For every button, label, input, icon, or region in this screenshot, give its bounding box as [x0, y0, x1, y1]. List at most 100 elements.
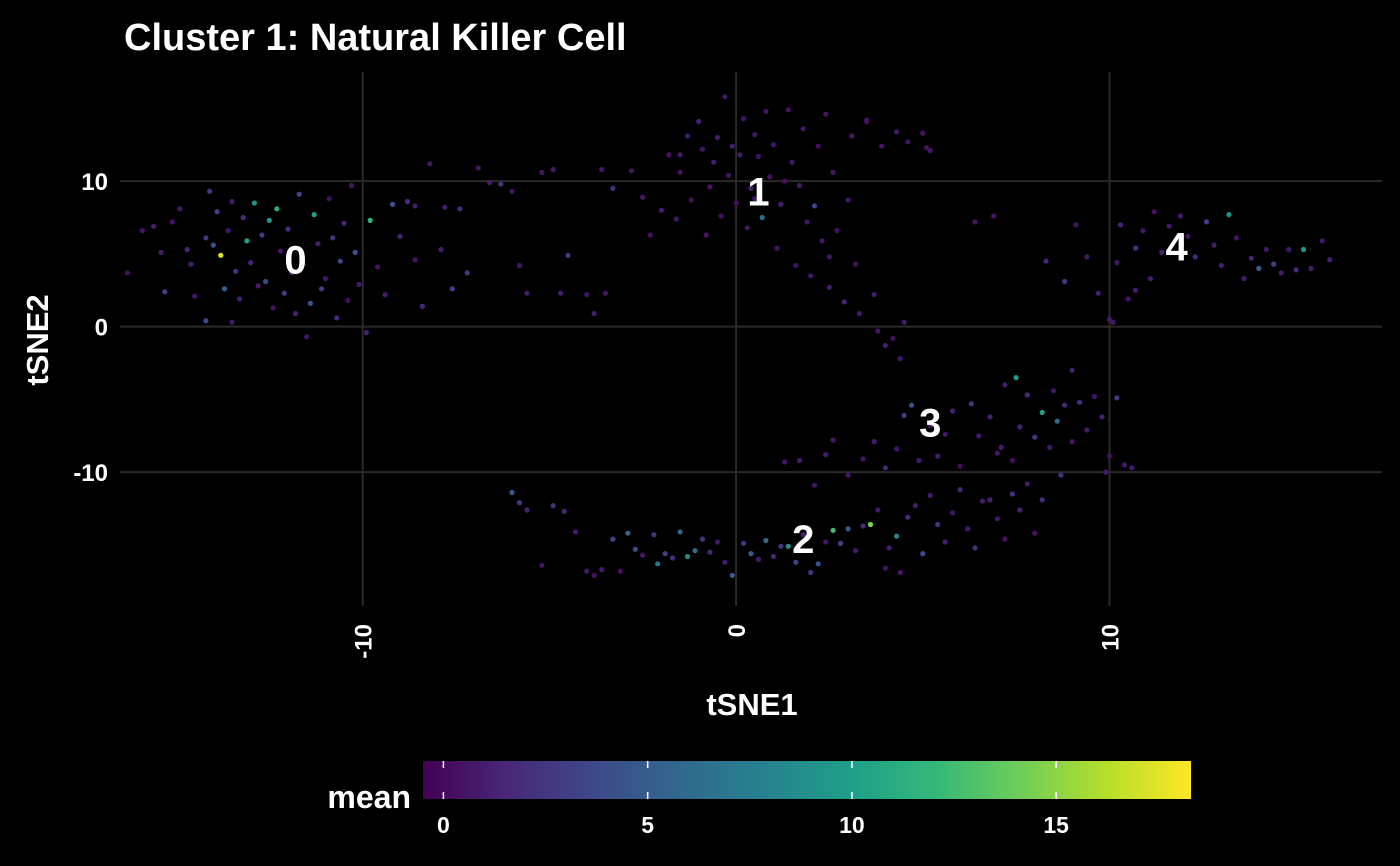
- data-point: [1185, 233, 1191, 239]
- data-point: [722, 94, 728, 100]
- data-point: [419, 303, 425, 309]
- data-point: [845, 197, 851, 203]
- data-point: [1073, 222, 1079, 228]
- data-point: [830, 437, 836, 443]
- data-point: [711, 159, 717, 165]
- data-point: [655, 561, 661, 567]
- data-point: [1226, 212, 1232, 218]
- data-point: [991, 213, 997, 219]
- data-point: [263, 278, 269, 285]
- data-point: [207, 188, 213, 194]
- data-point: [487, 180, 493, 186]
- data-point: [942, 539, 948, 545]
- data-point: [591, 572, 597, 579]
- data-point: [677, 529, 683, 535]
- data-point: [516, 262, 523, 269]
- data-point: [1069, 367, 1075, 373]
- data-point: [744, 225, 750, 231]
- data-point: [625, 530, 631, 536]
- y-axis-ticks: -10 0 10: [73, 169, 108, 487]
- data-point: [203, 235, 209, 241]
- data-point: [957, 487, 963, 493]
- data-point: [240, 214, 246, 221]
- data-point: [950, 408, 956, 414]
- data-point: [729, 143, 735, 149]
- legend-tick-label: 0: [437, 812, 450, 838]
- data-point: [233, 268, 239, 274]
- data-point: [1177, 213, 1183, 219]
- data-point: [823, 452, 829, 458]
- data-point: [879, 143, 885, 149]
- data-point: [550, 503, 556, 509]
- data-point: [677, 169, 683, 175]
- data-point: [916, 457, 922, 464]
- legend-title: mean: [327, 779, 411, 815]
- legend-tick-label: 15: [1043, 812, 1069, 838]
- data-point: [733, 200, 739, 206]
- data-point: [823, 111, 829, 117]
- data-point: [591, 310, 597, 317]
- data-point: [740, 540, 747, 547]
- data-point: [151, 223, 157, 229]
- data-point: [1017, 424, 1023, 430]
- data-point: [909, 402, 915, 408]
- data-point: [782, 459, 788, 465]
- data-point: [457, 206, 463, 212]
- data-point: [397, 233, 403, 239]
- x-tick-label: 10: [1097, 624, 1124, 651]
- data-point: [684, 133, 691, 139]
- data-point: [890, 335, 896, 341]
- data-point: [737, 152, 743, 158]
- data-point: [1050, 388, 1056, 394]
- data-point: [942, 431, 948, 437]
- data-point: [363, 329, 369, 336]
- data-point: [871, 292, 877, 298]
- data-point: [692, 548, 698, 554]
- data-points: [124, 94, 1333, 579]
- data-point: [752, 132, 758, 138]
- data-point: [994, 450, 1001, 456]
- data-point: [920, 551, 926, 557]
- data-point: [785, 107, 791, 113]
- data-point: [770, 553, 777, 560]
- data-point: [808, 273, 814, 279]
- data-point: [628, 168, 635, 174]
- data-point: [815, 561, 821, 567]
- data-point: [752, 196, 758, 202]
- data-point: [1069, 439, 1075, 445]
- data-point: [912, 503, 918, 509]
- data-point: [1110, 319, 1116, 325]
- data-point: [834, 228, 840, 234]
- data-point: [778, 543, 784, 549]
- data-point: [255, 283, 261, 289]
- data-point: [894, 129, 900, 135]
- data-point: [352, 249, 358, 255]
- data-point: [498, 181, 504, 187]
- data-point: [1166, 223, 1172, 229]
- data-point: [203, 318, 209, 324]
- data-point: [610, 536, 616, 542]
- data-point: [793, 559, 799, 565]
- data-point: [602, 290, 609, 296]
- data-point: [509, 188, 515, 194]
- data-point: [673, 216, 679, 222]
- data-point: [1118, 222, 1124, 228]
- cluster-label-0: 0: [284, 239, 306, 283]
- data-point: [304, 334, 310, 340]
- data-point: [1062, 402, 1068, 408]
- data-point: [823, 539, 829, 545]
- data-point: [1293, 267, 1299, 273]
- data-point: [759, 214, 765, 221]
- data-point: [688, 197, 694, 203]
- data-point: [584, 568, 590, 574]
- data-point: [1009, 491, 1016, 497]
- data-point: [927, 423, 933, 429]
- data-point: [935, 453, 941, 459]
- data-point: [894, 446, 900, 452]
- data-point: [539, 169, 545, 175]
- legend-colorbar: [423, 761, 1191, 799]
- data-point: [229, 198, 235, 205]
- data-point: [965, 526, 971, 532]
- data-point: [326, 196, 332, 202]
- data-point: [1125, 296, 1131, 302]
